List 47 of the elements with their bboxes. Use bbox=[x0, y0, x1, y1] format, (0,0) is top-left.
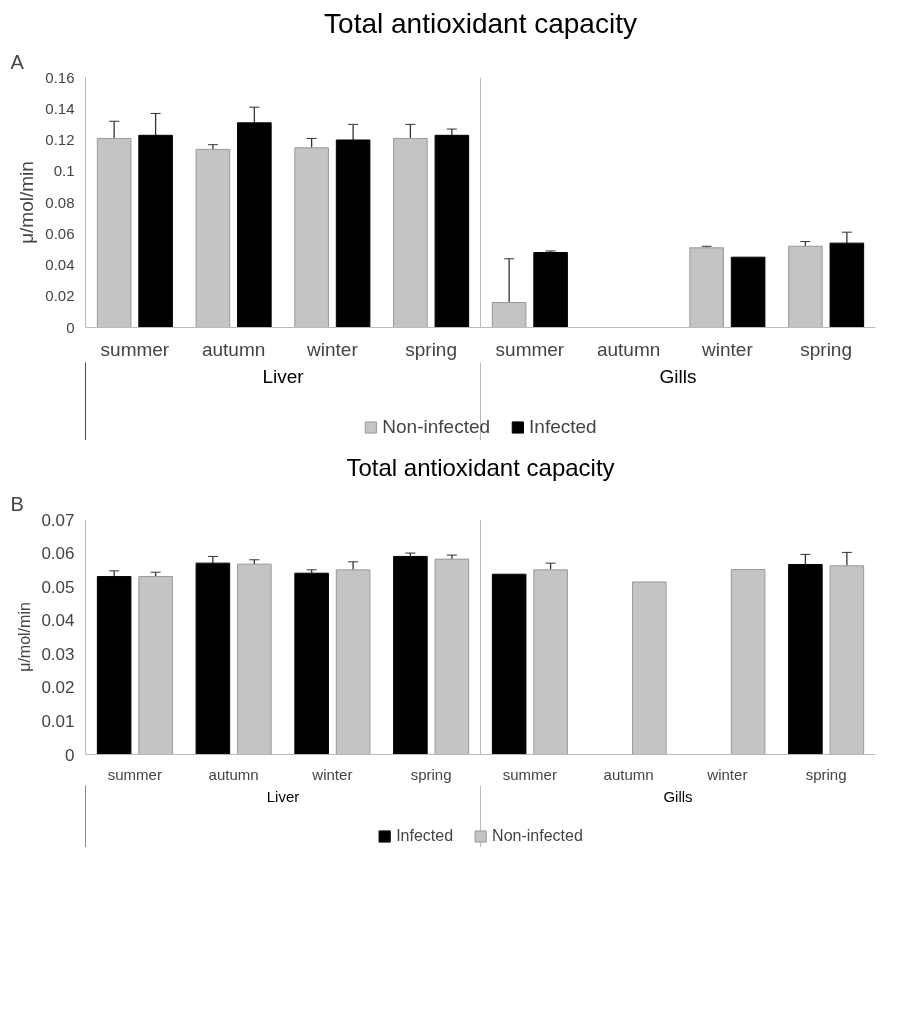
x-tick-label: summer bbox=[100, 338, 170, 360]
text: B bbox=[10, 492, 24, 515]
y-tick-label: 0.14 bbox=[45, 99, 75, 117]
y-tick-label: 0.08 bbox=[45, 193, 75, 211]
y-axis-title: μ/mol/min bbox=[16, 161, 38, 244]
x-tick-label: spring bbox=[405, 338, 457, 360]
text: Liver bbox=[262, 366, 305, 388]
y-tick-label: 0.07 bbox=[41, 510, 75, 530]
y-tick-label: 0 bbox=[66, 318, 75, 336]
y-tick-label: 0.1 bbox=[53, 162, 75, 180]
x-tick-label: autumn bbox=[208, 765, 259, 783]
y-tick-label: 0.04 bbox=[45, 256, 75, 273]
legend-label: Non-infected bbox=[492, 827, 583, 845]
x-tick-label: spring bbox=[805, 765, 847, 783]
y-tick-label: 0.06 bbox=[45, 224, 75, 242]
x-tick-label: winter bbox=[706, 765, 748, 783]
y-tick-label: 0.06 bbox=[41, 544, 75, 564]
text: Gills bbox=[659, 366, 697, 388]
y-tick-label: 0.02 bbox=[45, 287, 75, 305]
x-tick-label: spring bbox=[800, 338, 852, 360]
text: Gills bbox=[663, 788, 693, 806]
text: Liver bbox=[266, 788, 300, 806]
y-tick-label: 0.01 bbox=[41, 711, 75, 731]
x-tick-label: winter bbox=[306, 338, 359, 360]
x-tick-label: autumn bbox=[596, 338, 661, 360]
x-tick-label: spring bbox=[410, 765, 452, 783]
y-tick-label: 0.03 bbox=[41, 644, 75, 664]
x-tick-label: summer bbox=[502, 765, 557, 783]
legend-label: Infected bbox=[529, 416, 597, 438]
y-tick-label: 0.02 bbox=[41, 678, 75, 698]
y-tick-label: 0.16 bbox=[45, 68, 75, 86]
x-tick-label: winter bbox=[701, 338, 754, 360]
y-tick-label: 0 bbox=[65, 745, 75, 765]
x-tick-label: summer bbox=[107, 765, 162, 783]
chart-title: Total antioxidant capacity bbox=[324, 7, 637, 39]
x-tick-label: autumn bbox=[603, 765, 654, 783]
y-tick-label: 0.12 bbox=[45, 131, 75, 148]
x-tick-label: summer bbox=[495, 338, 565, 360]
x-tick-label: autumn bbox=[201, 338, 266, 360]
legend-label: Infected bbox=[396, 827, 454, 845]
y-tick-label: 0.05 bbox=[41, 577, 75, 597]
chart-title: Total antioxidant capacity bbox=[346, 453, 615, 481]
legend-label: Non-infected bbox=[382, 416, 491, 438]
x-tick-label: winter bbox=[311, 765, 353, 783]
y-tick-label: 0.04 bbox=[41, 611, 75, 631]
y-axis-title: μ/mol/min bbox=[16, 602, 34, 672]
text: A bbox=[10, 50, 25, 73]
